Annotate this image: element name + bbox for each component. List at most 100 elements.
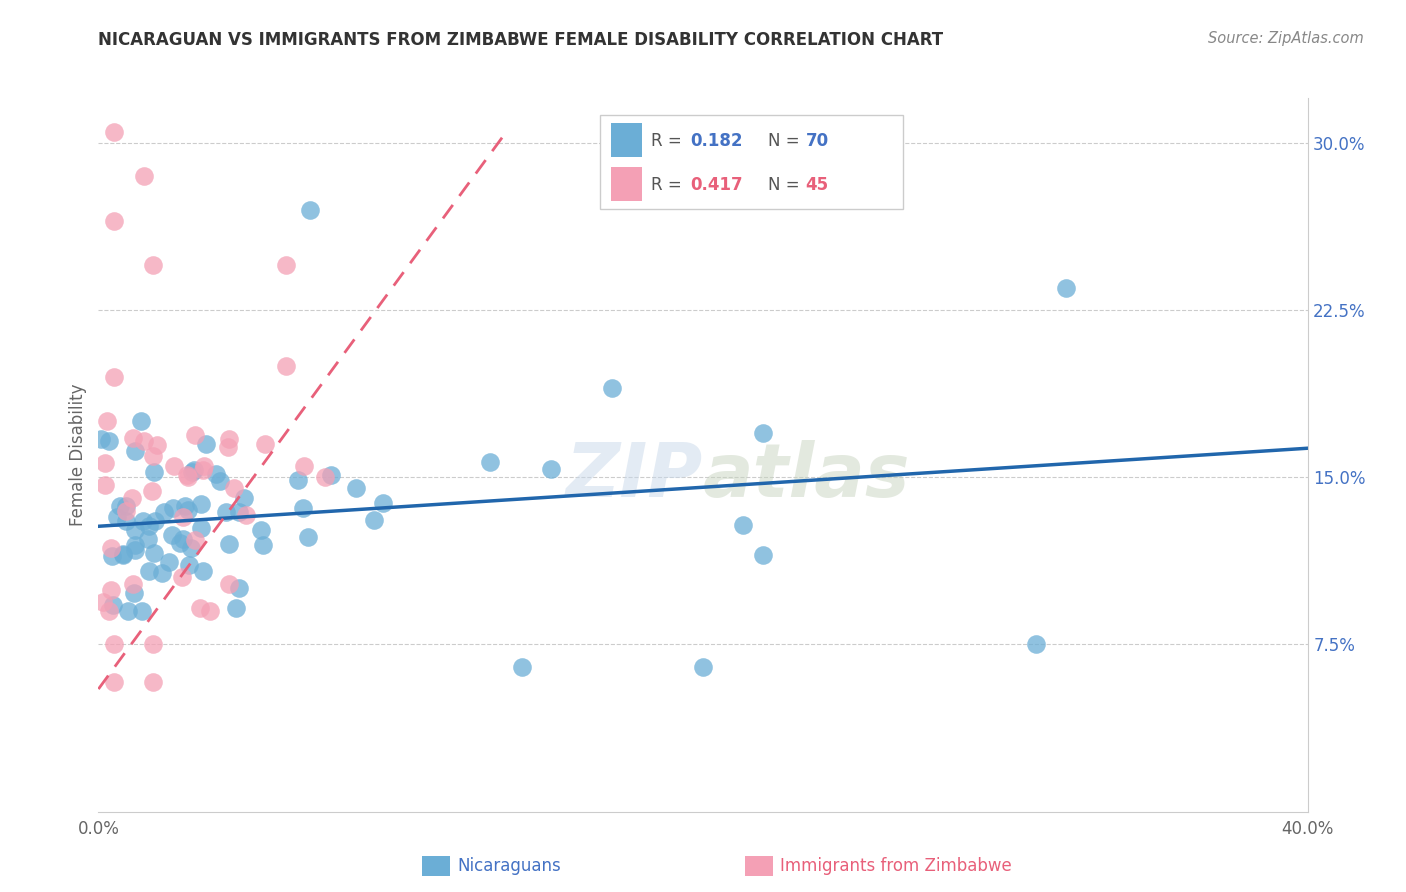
Point (142, 637, 165, 651)
Point (752, 548, 775, 563)
Point (105, 509, 128, 524)
Point (138, 565, 160, 579)
Point (291, 500, 314, 515)
Point (91, 595, 114, 609)
Point (103, 213, 125, 227)
Point (132, 434, 155, 449)
Point (176, 467, 198, 482)
Point (172, 532, 194, 546)
Point (93, 456, 115, 470)
Point (101, 549, 124, 563)
Point (124, 542, 146, 557)
Point (205, 467, 228, 482)
Point (117, 604, 139, 618)
Point (115, 514, 138, 528)
Text: ZIP: ZIP (565, 440, 703, 513)
Point (112, 547, 135, 561)
Point (1054, 281, 1077, 295)
Point (121, 491, 143, 505)
Point (314, 470, 336, 484)
Point (103, 637, 125, 651)
Point (194, 437, 217, 451)
Text: N =: N = (768, 132, 804, 150)
Point (160, 528, 183, 542)
Point (96, 414, 118, 429)
Point (94, 478, 117, 492)
Point (228, 581, 250, 595)
Point (183, 428, 205, 442)
Point (172, 509, 194, 524)
Text: Source: ZipAtlas.com: Source: ZipAtlas.com (1208, 31, 1364, 46)
Point (371, 496, 394, 510)
Point (274, 359, 297, 373)
Point (232, 491, 254, 505)
Point (163, 459, 186, 474)
Y-axis label: Female Disability: Female Disability (69, 384, 87, 526)
Point (101, 598, 124, 612)
Point (177, 502, 200, 516)
Point (131, 604, 153, 618)
Point (1024, 637, 1046, 651)
Point (731, 518, 754, 533)
Point (98, 604, 121, 618)
Point (136, 533, 159, 547)
Point (198, 604, 221, 618)
Point (180, 465, 202, 479)
Point (122, 577, 145, 591)
Point (112, 548, 135, 562)
Point (215, 505, 238, 519)
Point (132, 169, 155, 184)
Point (274, 259, 297, 273)
Text: atlas: atlas (703, 440, 911, 513)
Point (253, 436, 276, 450)
Point (157, 555, 180, 569)
Text: Nicaraguans: Nicaraguans (457, 857, 561, 875)
Point (250, 524, 273, 538)
Point (115, 499, 138, 513)
Point (170, 569, 193, 583)
Point (100, 583, 122, 598)
Point (602, 381, 624, 395)
Point (218, 536, 240, 550)
Point (692, 660, 714, 674)
Point (177, 558, 200, 573)
Point (183, 463, 205, 477)
Point (97, 434, 120, 448)
Text: N =: N = (768, 177, 804, 194)
Text: R =: R = (651, 132, 688, 150)
Point (131, 414, 153, 429)
Point (190, 521, 212, 535)
Point (177, 470, 200, 484)
Point (218, 577, 240, 591)
Point (180, 541, 202, 556)
Point (103, 675, 125, 690)
Point (110, 500, 132, 514)
Point (142, 675, 165, 690)
Point (478, 455, 501, 469)
Point (122, 431, 145, 445)
Point (193, 459, 215, 474)
Point (100, 541, 122, 555)
Point (132, 514, 155, 528)
Point (143, 546, 166, 560)
Point (190, 497, 212, 511)
Point (191, 564, 214, 578)
Point (191, 462, 214, 476)
Point (90, 432, 112, 446)
Point (752, 425, 775, 440)
Point (540, 462, 562, 476)
Point (103, 369, 125, 384)
Point (184, 533, 207, 547)
Text: 70: 70 (806, 132, 828, 150)
Point (124, 537, 146, 551)
Point (208, 474, 231, 488)
Point (124, 524, 146, 538)
Text: Immigrants from Zimbabwe: Immigrants from Zimbabwe (780, 857, 1012, 875)
Point (150, 566, 173, 580)
Text: R =: R = (651, 177, 688, 194)
Text: NICARAGUAN VS IMMIGRANTS FROM ZIMBABWE FEMALE DISABILITY CORRELATION CHART: NICARAGUAN VS IMMIGRANTS FROM ZIMBABWE F… (98, 31, 943, 49)
Point (217, 440, 239, 454)
Text: 0.182: 0.182 (690, 132, 742, 150)
Text: 45: 45 (806, 177, 828, 194)
Point (225, 600, 247, 615)
